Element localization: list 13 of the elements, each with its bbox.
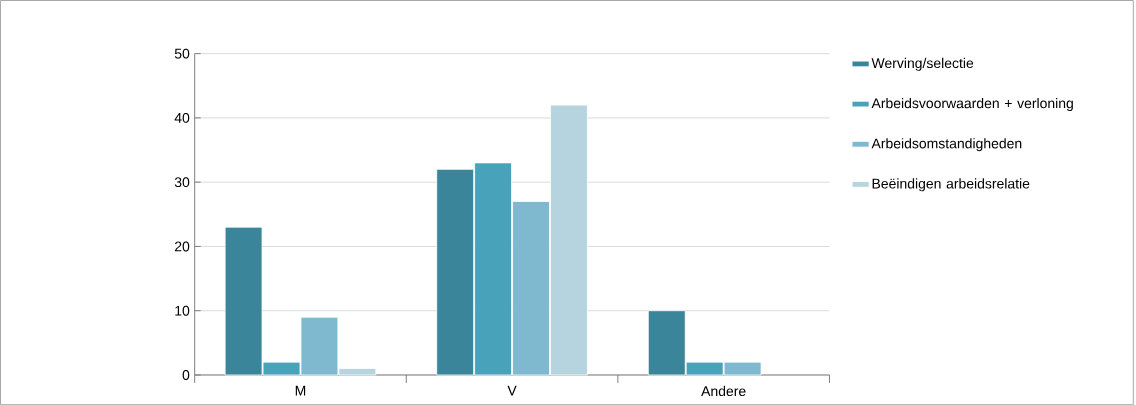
y-tick-label: 50 — [174, 48, 190, 59]
legend-label: Arbeidsvoorwaarden + verloning — [871, 97, 1073, 111]
x-tick-label: M — [295, 385, 306, 396]
y-tick-label: 0 — [182, 369, 190, 380]
legend-label: Arbeidsomstandigheden — [871, 138, 1022, 152]
x-tick-label: V — [507, 385, 517, 396]
y-tick-label: 20 — [174, 241, 190, 252]
y-tick-label: 30 — [174, 177, 190, 188]
y-tick-label: 40 — [174, 112, 190, 123]
legend-label: Werving/selectie — [871, 57, 974, 71]
y-tick-label: 10 — [175, 305, 190, 316]
legend-label: Beëindigen arbeidsrelatie — [872, 178, 1030, 192]
x-tick-label: Andere — [701, 385, 746, 397]
